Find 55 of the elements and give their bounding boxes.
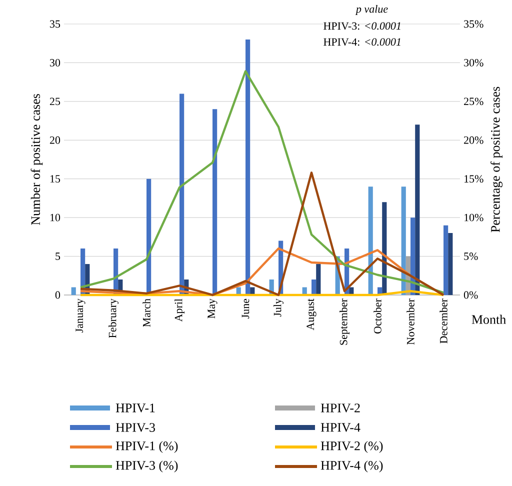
- y-tick-label: 30: [50, 59, 60, 66]
- line-series: [79, 172, 445, 296]
- x-tick-label: August: [306, 298, 316, 330]
- line-series: [79, 70, 445, 294]
- y2-tick-label: 0%: [464, 291, 478, 299]
- y-tick-label: 5: [56, 252, 60, 260]
- legend-label: HPIV-1 (%): [116, 441, 178, 453]
- y-tick-label: 0: [55, 291, 60, 299]
- x-tick-label: February: [108, 298, 119, 338]
- bar: [415, 124, 420, 295]
- x-tick-label: December: [440, 298, 448, 344]
- y-tick-label: 20: [50, 136, 60, 144]
- bar: [401, 186, 406, 295]
- x-tick-label: November: [406, 298, 414, 345]
- x-tick-label: September: [340, 298, 350, 345]
- bar: [212, 109, 218, 295]
- y-tick-label: 15: [50, 175, 60, 183]
- y-tick-label: 25: [50, 98, 60, 106]
- x-tick-label: July: [274, 298, 284, 317]
- y2-tick-label: 35%: [464, 20, 484, 28]
- x-tick-label: June: [242, 298, 250, 318]
- y2-tick-label: 10%: [464, 214, 484, 222]
- legend-label: HPIV-4: [320, 423, 360, 432]
- annotation: HPIV-3: <0.0001: [324, 22, 400, 30]
- legend-label: HPIV-2 (%): [320, 441, 383, 453]
- bar: [368, 186, 373, 295]
- legend-label: HPIV-2: [320, 404, 360, 412]
- y2-tick-label: 15%: [464, 175, 484, 183]
- bar: [71, 287, 76, 295]
- x-tick-label: May: [208, 298, 218, 318]
- bar: [316, 264, 321, 295]
- y2-tick-label: 30%: [464, 58, 484, 66]
- x-tick-label: October: [374, 298, 382, 334]
- y-tick-label: 35: [50, 20, 60, 28]
- annotation: HPIV-4: <0.0001: [324, 38, 400, 46]
- text: p value: [355, 5, 388, 15]
- legend-label: HPIV-3 (%): [116, 460, 178, 472]
- x-tick-label: January: [76, 298, 86, 332]
- bar: [180, 94, 184, 295]
- y2-tick-label: 25%: [464, 98, 484, 106]
- x-tick-label: March: [142, 298, 150, 327]
- bar: [444, 225, 448, 295]
- bar: [246, 39, 250, 295]
- legend-label: HPIV-1: [116, 404, 155, 412]
- y2-axis-title: Percentage of positive cases: [490, 86, 502, 232]
- y-axis-title: Number of positive cases: [30, 94, 43, 226]
- y2-tick-label: 5%: [464, 252, 478, 260]
- x-tick-label: April: [174, 298, 184, 322]
- bar: [448, 233, 453, 295]
- bar: [312, 280, 316, 295]
- legend-label: HPIV-4 (%): [320, 460, 383, 472]
- legend-label: HPIV-3: [116, 423, 155, 432]
- x-axis-title: Month: [472, 314, 506, 324]
- y-tick-label: 10: [50, 214, 60, 222]
- y2-tick-label: 20%: [464, 136, 484, 144]
